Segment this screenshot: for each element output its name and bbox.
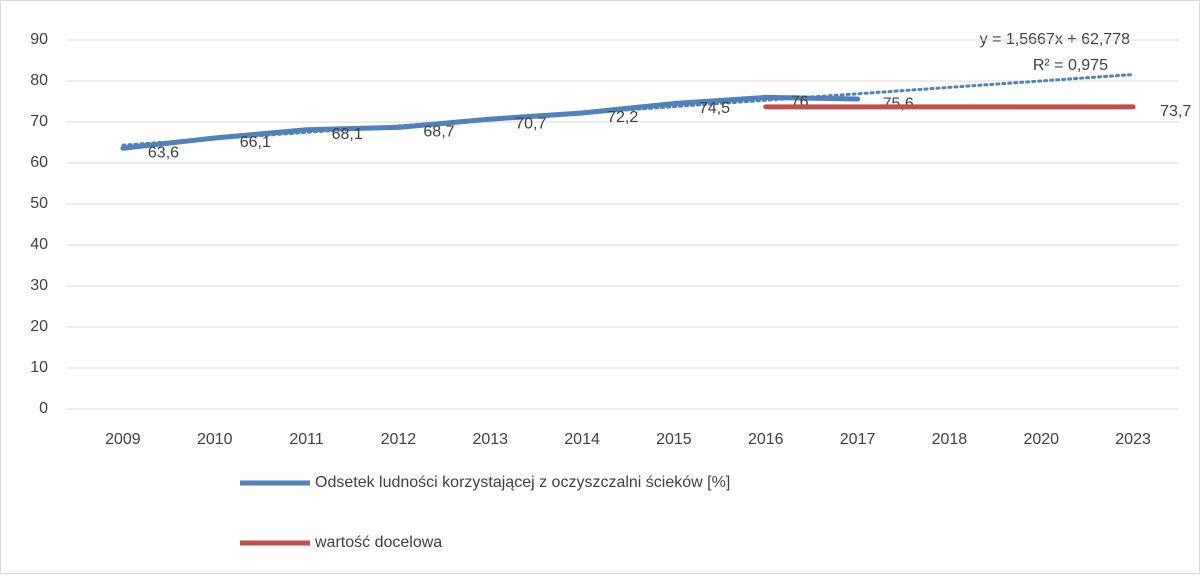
- data-label: 68,1: [332, 126, 363, 143]
- y-tick-label: 20: [30, 318, 48, 335]
- legend-label: Odsetek ludności korzystającej z oczyszc…: [315, 474, 730, 491]
- y-tick-label: 60: [30, 154, 48, 171]
- y-tick-label: 70: [30, 113, 48, 130]
- x-tick-label: 2013: [472, 431, 508, 448]
- y-tick-label: 80: [30, 72, 48, 89]
- y-tick-label: 30: [30, 277, 48, 294]
- x-tick-label: 2015: [656, 431, 692, 448]
- data-label: 68,7: [423, 124, 454, 141]
- y-tick-label: 10: [30, 359, 48, 376]
- x-tick-label: 2020: [1023, 431, 1059, 448]
- y-tick-label: 50: [30, 195, 48, 212]
- data-label: 66,1: [240, 134, 271, 151]
- x-tick-label: 2016: [748, 431, 784, 448]
- x-tick-label: 2018: [932, 431, 968, 448]
- data-label: 74,5: [699, 100, 730, 117]
- x-tick-label: 2011: [289, 431, 324, 448]
- y-tick-label: 0: [39, 400, 48, 417]
- x-tick-label: 2009: [105, 431, 141, 448]
- x-tick-label: 2014: [564, 431, 600, 448]
- y-tick-label: 90: [30, 31, 48, 48]
- data-label: 72,2: [607, 109, 638, 126]
- data-label: 63,6: [148, 144, 179, 161]
- legend-label: wartość docelowa: [314, 534, 442, 551]
- data-label: 70,7: [515, 115, 546, 132]
- x-tick-label: 2017: [840, 431, 876, 448]
- data-label: 73,7: [1160, 103, 1191, 120]
- data-label: 75,6: [883, 95, 914, 112]
- x-tick-label: 2023: [1115, 431, 1151, 448]
- trend-r2: R² = 0,975: [1033, 57, 1108, 74]
- series-line: [120, 94, 861, 151]
- y-tick-label: 40: [30, 236, 48, 253]
- x-tick-label: 2010: [197, 431, 233, 448]
- x-tick-label: 2012: [381, 431, 417, 448]
